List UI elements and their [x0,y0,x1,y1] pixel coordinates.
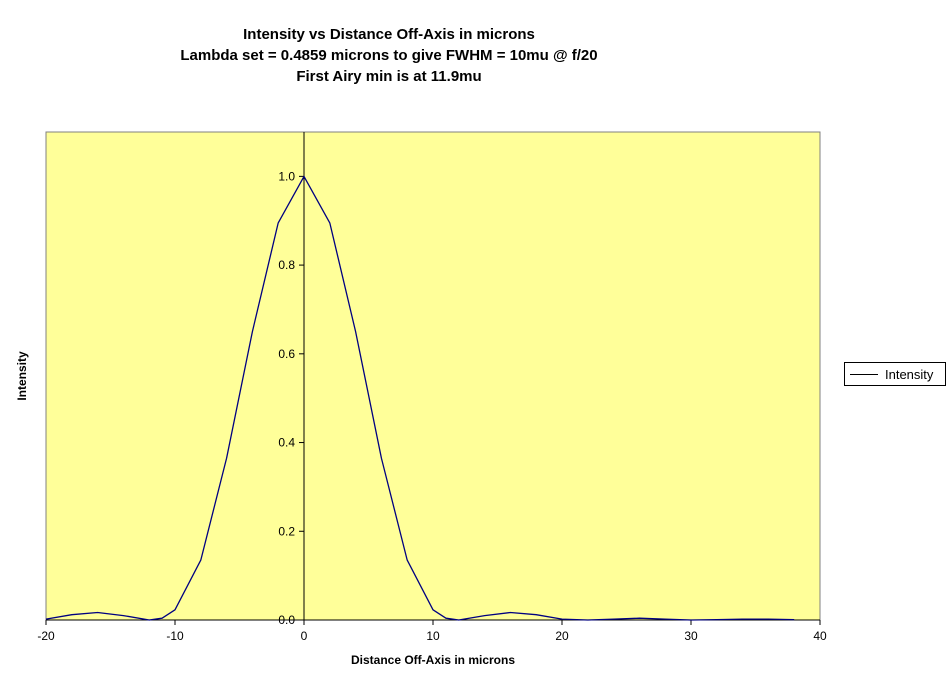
y-tick-label: 1.0 [278,169,295,183]
chart-title-line-2: Lambda set = 0.4859 microns to give FWHM… [180,47,598,64]
chart-title-line-1: Intensity vs Distance Off-Axis in micron… [243,26,535,43]
series-line-intensity [45,175,795,621]
x-tick-label: 10 [426,629,440,643]
x-tick-label: 30 [684,629,698,643]
x-tick-label: -20 [37,629,55,643]
x-axis-label: Distance Off-Axis in microns [350,653,516,667]
legend-label: Intensity [885,366,934,382]
y-tick-label: 0.0 [278,613,295,627]
y-tick-label: 0.2 [278,524,295,538]
legend: Intensity [844,362,946,386]
legend-swatch [850,373,878,375]
chart-title-line-3: First Airy min is at 11.9mu [296,68,482,85]
y-tick-label: 0.8 [278,258,295,272]
plot-area [45,131,821,621]
y-axis-label: Intensity [15,351,29,401]
x-tick-label: -10 [166,629,184,643]
x-tick-label: 0 [301,629,308,643]
x-tick-label: 40 [813,629,827,643]
chart-title: Intensity vs Distance Off-Axis in micron… [0,24,778,87]
axes: -20 -10 0 10 20 30 40 0.0 0.2 0.4 0.6 0.8 1.0 [37,132,827,643]
y-tick-label: 0.4 [278,436,295,450]
x-tick-label: 20 [555,629,569,643]
series-layer [45,175,795,621]
y-tick-label: 0.6 [278,347,295,361]
